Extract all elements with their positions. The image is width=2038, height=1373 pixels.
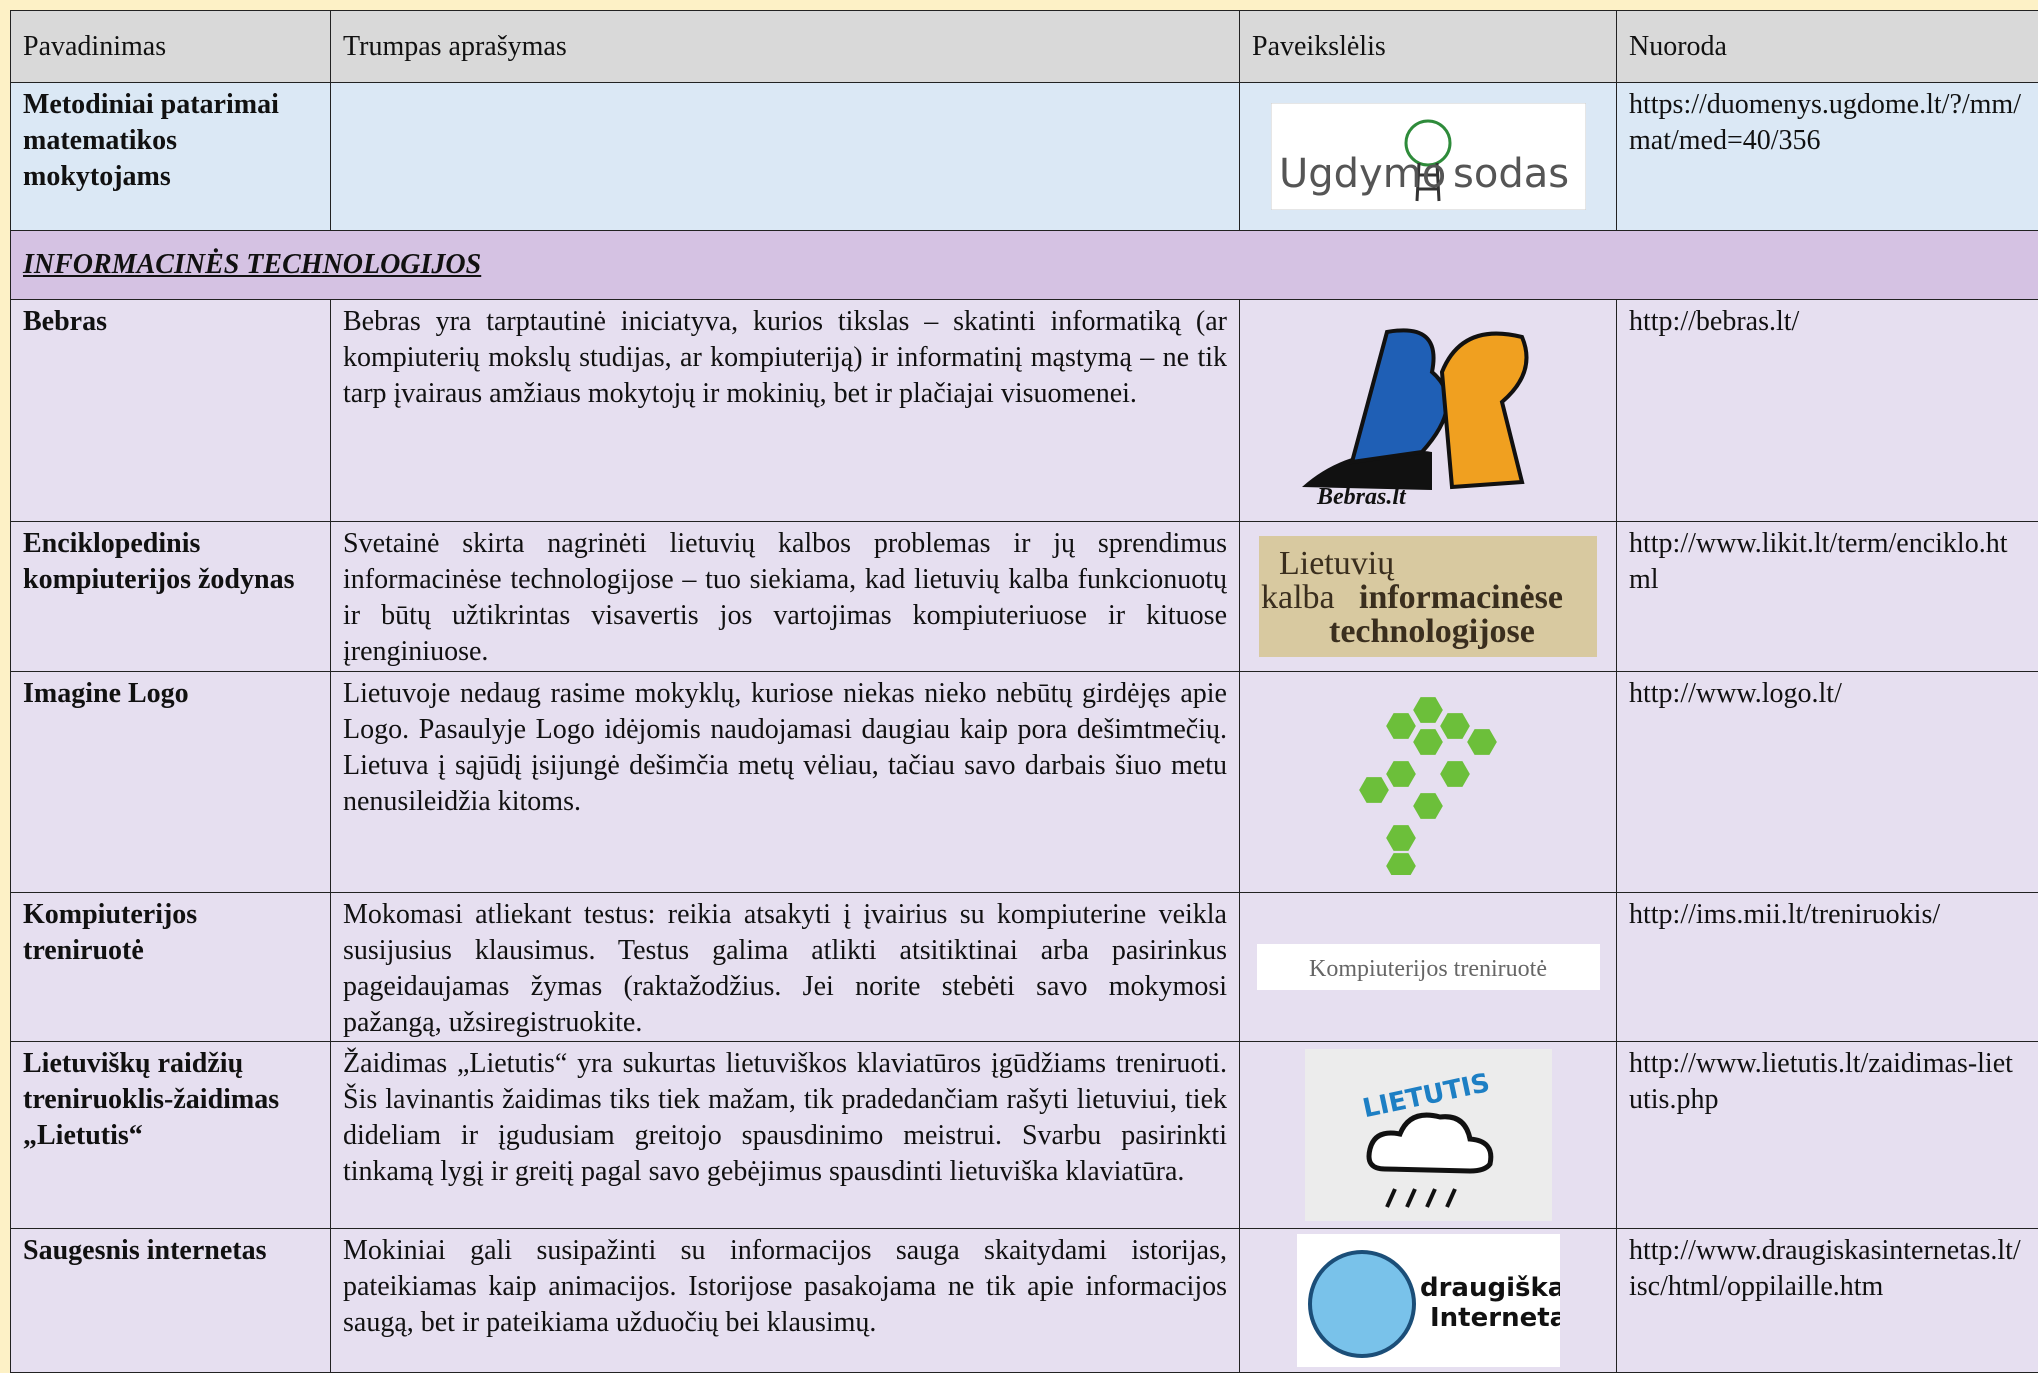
table-row: Lietuviškų raidžių treniruoklis-žaidimas… [11, 1042, 2038, 1229]
logo-text: draugiškas [1420, 1273, 1560, 1303]
column-header: Pavadinimas [11, 11, 331, 83]
row-image: LIETUTIS [1240, 1042, 1617, 1229]
logo: draugiškasInternetas [1297, 1234, 1560, 1367]
logo: Bebras.lt [1292, 312, 1565, 510]
column-header: Paveikslėlis [1240, 11, 1617, 83]
table-row: Metodiniai patarimai matematikos mokytoj… [11, 83, 2038, 231]
logo-text: kalba [1261, 579, 1335, 616]
hexagon [1385, 760, 1417, 788]
logo [1347, 690, 1509, 875]
row-description: Žaidimas „Lietutis“ yra sukurtas lietuvi… [331, 1042, 1240, 1229]
row-image: draugiškasInternetas [1240, 1229, 1617, 1373]
column-header: Trumpas aprašymas [331, 11, 1240, 83]
beaver [1442, 333, 1527, 486]
row-link: https://duomenys.ugdome.lt/?/mm/mat/med=… [1617, 83, 2038, 231]
column-header: Nuoroda [1617, 11, 2038, 83]
row-link: http://www.draugiskasinternetas.lt/isc/h… [1617, 1229, 2038, 1373]
hexagon [1412, 792, 1444, 820]
row-description: Svetainė skirta nagrinėti lietuvių kalbo… [331, 522, 1240, 672]
row-link: http://www.likit.lt/term/enciklo.html [1617, 522, 2038, 672]
row-link: http://bebras.lt/ [1617, 300, 2038, 522]
logo-text: Internetas [1430, 1303, 1560, 1333]
row-link: http://www.lietutis.lt/zaidimas-lietutis… [1617, 1042, 2038, 1229]
row-image: Kompiuterijos treniruotė [1240, 893, 1617, 1042]
row-image: Bebras.lt [1240, 300, 1617, 522]
bear [1310, 1252, 1414, 1356]
hexagon [1412, 696, 1444, 724]
row-description: Mokiniai gali susipažinti su informacijo… [331, 1229, 1240, 1373]
row-link: http://ims.mii.lt/treniruokis/ [1617, 893, 2038, 1042]
logo-text: sodas [1453, 151, 1569, 197]
row-image [1240, 672, 1617, 893]
hexagon [1439, 760, 1471, 788]
row-name: Lietuviškų raidžių treniruoklis-žaidimas… [11, 1042, 331, 1229]
row-name: Imagine Logo [11, 672, 331, 893]
row-name: Saugesnis internetas [11, 1229, 331, 1373]
section-row: INFORMACINĖS TECHNOLOGIJOS [11, 231, 2038, 300]
row-name: Enciklopedinis kompiuterijos žodynas [11, 522, 331, 672]
section-title: INFORMACINĖS TECHNOLOGIJOS [11, 231, 2038, 300]
row-link: http://www.logo.lt/ [1617, 672, 2038, 893]
hexagon [1412, 728, 1444, 756]
row-description: Bebras yra tarptautinė iniciatyva, kurio… [331, 300, 1240, 522]
logo-text: Kompiuterijos treniruotė [1309, 956, 1547, 982]
row-description [331, 83, 1240, 231]
logo-text: Lietuvių [1279, 545, 1395, 582]
row-description: Mokomasi atliekant testus: reikia atsaky… [331, 893, 1240, 1042]
row-name: Bebras [11, 300, 331, 522]
row-name: Metodiniai patarimai matematikos mokytoj… [11, 83, 331, 231]
hexagon [1439, 712, 1471, 740]
logo: Kompiuterijos treniruotė [1257, 944, 1600, 990]
logo-text: informacinėse [1359, 579, 1563, 616]
hexagon [1358, 776, 1390, 804]
hexagon [1466, 728, 1498, 756]
hexagon [1385, 824, 1417, 852]
logo-text: Ugdymo [1279, 151, 1446, 197]
row-name: Kompiuterijos treniruotė [11, 893, 331, 1042]
logo: LIETUTIS [1305, 1049, 1552, 1221]
row-description: Lietuvoje nedaug rasime mokyklų, kuriose… [331, 672, 1240, 893]
hexagon [1385, 712, 1417, 740]
letter-b [1352, 330, 1447, 462]
logo-text: technologijose [1329, 613, 1535, 650]
hexagon [1385, 852, 1417, 875]
logo-text: Bebras.lt [1316, 484, 1407, 510]
